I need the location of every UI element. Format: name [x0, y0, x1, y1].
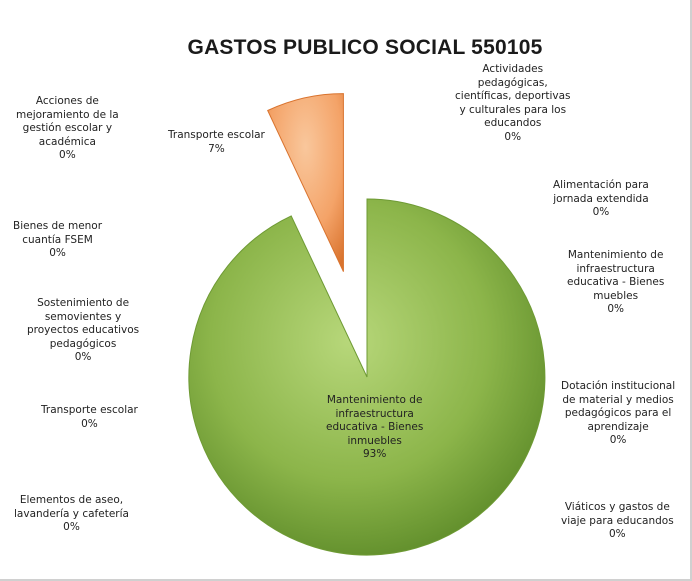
data-label-slice-6: Viáticos y gastos de viaje para educando… — [561, 501, 674, 542]
data-label-slice-7: Elementos de aseo, lavandería y cafeterí… — [14, 494, 129, 535]
data-label-slice-10: Bienes de menor cuantía FSEM 0% — [13, 220, 102, 261]
data-label-slice-8: Transporte escolar 0% — [41, 404, 138, 431]
pie-slice-mantenimiento-inmuebles — [189, 199, 545, 555]
data-label-slice-1: Transporte escolar 7% — [168, 129, 265, 156]
data-label-slice-0: Mantenimiento de infraestructura educati… — [326, 394, 423, 462]
data-label-slice-11: Acciones de mejoramiento de la gestión e… — [16, 95, 119, 163]
data-label-slice-3: Alimentación para jornada extendida 0% — [553, 179, 649, 220]
data-label-slice-4: Mantenimiento de infraestructura educati… — [567, 249, 664, 317]
data-label-slice-2: Actividades pedagógicas, científicas, de… — [455, 63, 571, 144]
data-label-slice-9: Sostenimiento de semovientes y proyectos… — [27, 297, 139, 365]
data-label-slice-5: Dotación institucional de material y med… — [561, 380, 675, 448]
